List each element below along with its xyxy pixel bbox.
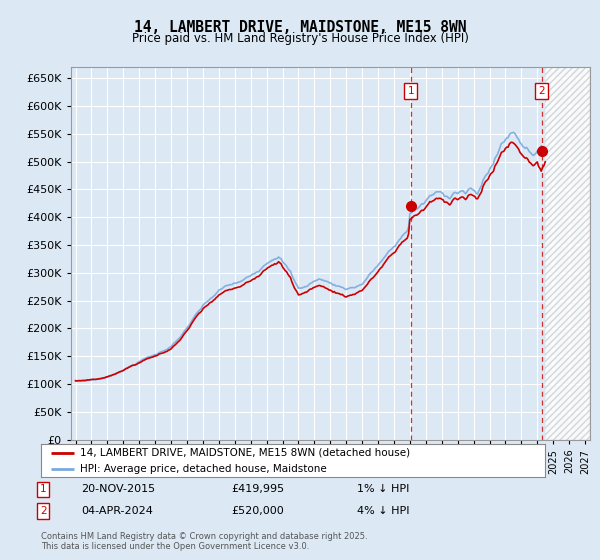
Text: £520,000: £520,000: [231, 506, 284, 516]
Text: 04-APR-2024: 04-APR-2024: [81, 506, 153, 516]
Bar: [545, 67, 590, 440]
Text: 4% ↓ HPI: 4% ↓ HPI: [357, 506, 409, 516]
Text: 2: 2: [538, 86, 545, 96]
Text: 1: 1: [407, 86, 414, 96]
Text: HPI: Average price, detached house, Maidstone: HPI: Average price, detached house, Maid…: [80, 464, 327, 474]
Text: £419,995: £419,995: [231, 484, 284, 494]
Text: 14, LAMBERT DRIVE, MAIDSTONE, ME15 8WN (detached house): 14, LAMBERT DRIVE, MAIDSTONE, ME15 8WN (…: [80, 447, 410, 458]
Text: 1: 1: [40, 484, 47, 494]
Text: 2: 2: [40, 506, 47, 516]
Text: Price paid vs. HM Land Registry's House Price Index (HPI): Price paid vs. HM Land Registry's House …: [131, 32, 469, 45]
Text: 1% ↓ HPI: 1% ↓ HPI: [357, 484, 409, 494]
Text: Contains HM Land Registry data © Crown copyright and database right 2025.
This d: Contains HM Land Registry data © Crown c…: [41, 532, 367, 552]
Text: 14, LAMBERT DRIVE, MAIDSTONE, ME15 8WN: 14, LAMBERT DRIVE, MAIDSTONE, ME15 8WN: [134, 20, 466, 35]
Text: 20-NOV-2015: 20-NOV-2015: [81, 484, 155, 494]
